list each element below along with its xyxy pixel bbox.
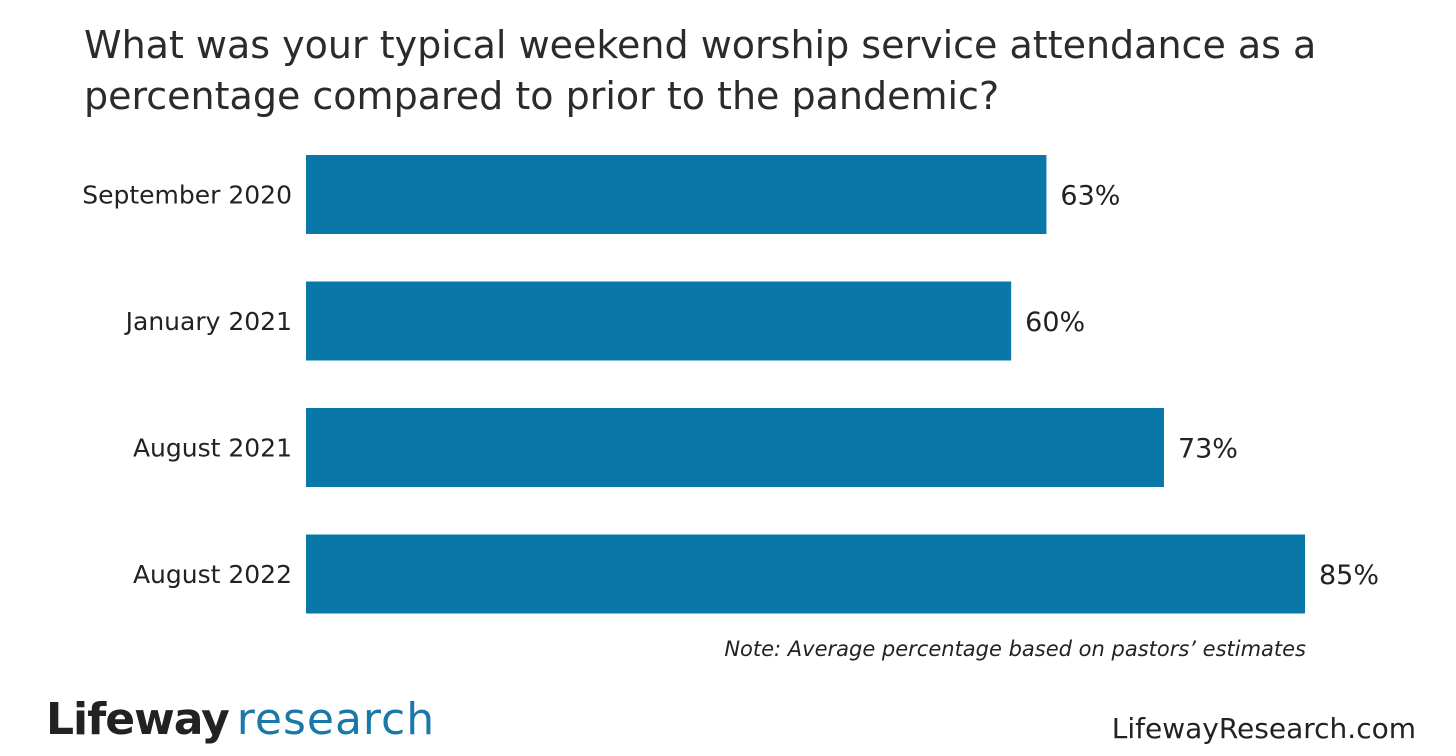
category-label: August 2022 <box>133 560 292 589</box>
category-label: August 2021 <box>133 434 292 463</box>
chart-note: Note: Average percentage based on pastor… <box>724 637 1306 661</box>
bar-august-2021 <box>306 408 1164 487</box>
logo-word-lifeway: Lifeway <box>46 694 230 745</box>
bar-january-2021 <box>306 281 1012 361</box>
value-label: 85% <box>1319 560 1379 591</box>
bar-august-2022 <box>306 534 1305 614</box>
value-label: 60% <box>1025 307 1085 338</box>
value-label: 63% <box>1060 181 1120 212</box>
brand-logo: Lifeway research <box>46 692 435 748</box>
chart-title: What was your typical weekend worship se… <box>84 23 1317 118</box>
bar-september-2020 <box>306 155 1047 234</box>
category-label: September 2020 <box>82 181 292 210</box>
website-link[interactable]: LifewayResearch.com <box>1111 712 1416 745</box>
bar-chart: September 2020 63% January 2021 60% August 2… <box>82 155 1379 614</box>
logo-word-research: research <box>236 694 436 745</box>
value-label: 73% <box>1178 434 1238 465</box>
category-label: January 2021 <box>124 307 292 336</box>
